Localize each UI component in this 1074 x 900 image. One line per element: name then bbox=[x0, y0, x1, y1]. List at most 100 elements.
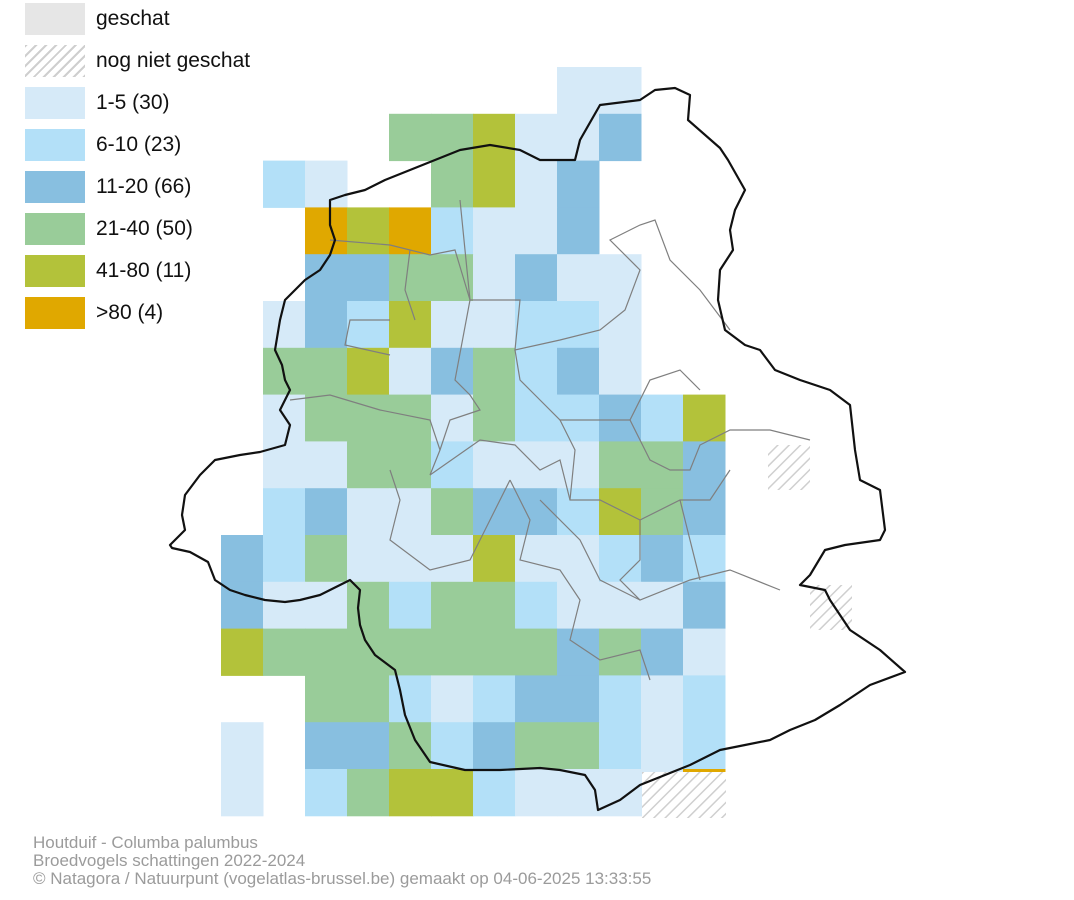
cell-21-40 bbox=[263, 628, 306, 676]
cell-41-80 bbox=[473, 535, 516, 583]
cell-21-40 bbox=[599, 441, 642, 489]
legend-swatch-estimated bbox=[25, 3, 85, 35]
cell-6-10 bbox=[599, 722, 642, 770]
cell-1-5 bbox=[515, 113, 558, 162]
cell-11-20 bbox=[473, 722, 516, 770]
cell-41-80 bbox=[473, 113, 516, 162]
cell-11-20 bbox=[641, 535, 684, 583]
grid-cells bbox=[221, 67, 726, 817]
cell-21-40 bbox=[305, 535, 348, 583]
legend-label-80-plus: >80 (4) bbox=[96, 301, 164, 324]
legend-label-not-estimated: nog niet geschat bbox=[96, 49, 251, 72]
cell-80-plus bbox=[389, 207, 432, 255]
cell-1-5 bbox=[641, 675, 684, 723]
cell-6-10 bbox=[473, 769, 516, 817]
cell-11-20 bbox=[683, 488, 726, 536]
cell-6-10 bbox=[683, 675, 726, 723]
legend-swatch-21-40 bbox=[25, 213, 85, 245]
cell-6-10 bbox=[389, 675, 432, 723]
cell-21-40 bbox=[641, 441, 684, 489]
municipality-boundary bbox=[514, 349, 811, 471]
cell-11-20 bbox=[641, 628, 684, 676]
legend-label-21-40: 21-40 (50) bbox=[96, 217, 193, 240]
cell-1-5 bbox=[557, 441, 600, 489]
cell-11-20 bbox=[305, 722, 348, 770]
cell-1-5 bbox=[515, 535, 558, 583]
cell-21-40 bbox=[515, 722, 558, 770]
municipality-boundaries bbox=[289, 199, 811, 681]
cell-6-10 bbox=[599, 535, 642, 583]
cell-1-5 bbox=[557, 113, 600, 162]
cell-6-10 bbox=[473, 675, 516, 723]
cell-41-80 bbox=[347, 347, 390, 396]
cell-1-5 bbox=[305, 581, 348, 630]
cell-21-40 bbox=[389, 441, 432, 489]
legend-swatch-not-estimated bbox=[25, 45, 85, 77]
cell-6-10 bbox=[515, 581, 558, 630]
map-footer: Houtduif - Columba palumbus Broedvogels … bbox=[33, 834, 651, 888]
municipality-boundary bbox=[404, 249, 416, 321]
cell-11-20 bbox=[515, 254, 558, 302]
unestimated-cell bbox=[768, 445, 810, 490]
cell-1-5 bbox=[263, 301, 306, 349]
cell-41-80 bbox=[389, 301, 432, 349]
municipality-boundary bbox=[429, 439, 781, 601]
cell-21-40 bbox=[431, 488, 474, 536]
cell-11-20 bbox=[305, 488, 348, 536]
region-border bbox=[168, 86, 907, 812]
cell-1-5 bbox=[599, 769, 642, 817]
cell-6-10 bbox=[557, 488, 600, 536]
cell-1-5 bbox=[599, 254, 642, 302]
cell-6-10 bbox=[389, 581, 432, 630]
cell-41-80 bbox=[599, 488, 642, 536]
cell-21-40 bbox=[473, 581, 516, 630]
legend-swatch-11-20 bbox=[25, 171, 85, 203]
cell-21-40 bbox=[389, 254, 432, 302]
cell-1-5 bbox=[347, 488, 390, 536]
cell-11-20 bbox=[515, 488, 558, 536]
cell-1-5 bbox=[515, 160, 558, 208]
legend-label-11-20: 11-20 (66) bbox=[96, 175, 192, 198]
municipality-boundary bbox=[509, 479, 651, 681]
cell-21-40 bbox=[305, 394, 348, 442]
cell-1-5 bbox=[431, 394, 474, 442]
cell-1-5 bbox=[221, 769, 264, 817]
cell-1-5 bbox=[683, 628, 726, 676]
cell-41-80 bbox=[431, 769, 474, 817]
municipality-boundary bbox=[559, 419, 576, 501]
cell-6-10 bbox=[263, 488, 306, 536]
cell-1-5 bbox=[599, 301, 642, 349]
cell-6-10 bbox=[431, 722, 474, 770]
cell-6-10 bbox=[263, 535, 306, 583]
cell-80-plus bbox=[305, 207, 348, 255]
map-subtitle: Broedvogels schattingen 2022-2024 bbox=[33, 851, 306, 870]
cell-1-5 bbox=[431, 535, 474, 583]
legend-swatch-6-10 bbox=[25, 129, 85, 161]
cell-21-40 bbox=[305, 347, 348, 396]
cell-21-40 bbox=[431, 581, 474, 630]
cell-21-40 bbox=[305, 628, 348, 676]
municipality-boundary bbox=[329, 239, 481, 476]
municipality-boundary bbox=[389, 469, 511, 571]
cell-21-40 bbox=[347, 628, 390, 676]
cell-11-20 bbox=[557, 160, 600, 208]
cell-1-5 bbox=[473, 207, 516, 255]
legend-label-6-10: 6-10 (23) bbox=[96, 133, 182, 156]
cell-1-5 bbox=[599, 581, 642, 630]
cell-1-5 bbox=[305, 160, 348, 208]
cell-11-20 bbox=[683, 581, 726, 630]
cell-1-5 bbox=[515, 207, 558, 255]
municipality-boundary bbox=[539, 499, 641, 601]
municipality-boundary bbox=[459, 199, 731, 351]
cell-6-10 bbox=[641, 394, 684, 442]
cell-6-10 bbox=[599, 675, 642, 723]
cell-6-10 bbox=[683, 535, 726, 583]
cell-1-5 bbox=[347, 535, 390, 583]
cell-6-10 bbox=[557, 301, 600, 349]
cell-11-20 bbox=[683, 441, 726, 489]
cell-21-40 bbox=[347, 441, 390, 489]
cell-11-20 bbox=[221, 535, 264, 583]
cell-6-10 bbox=[263, 160, 306, 208]
cell-21-40 bbox=[431, 254, 474, 302]
